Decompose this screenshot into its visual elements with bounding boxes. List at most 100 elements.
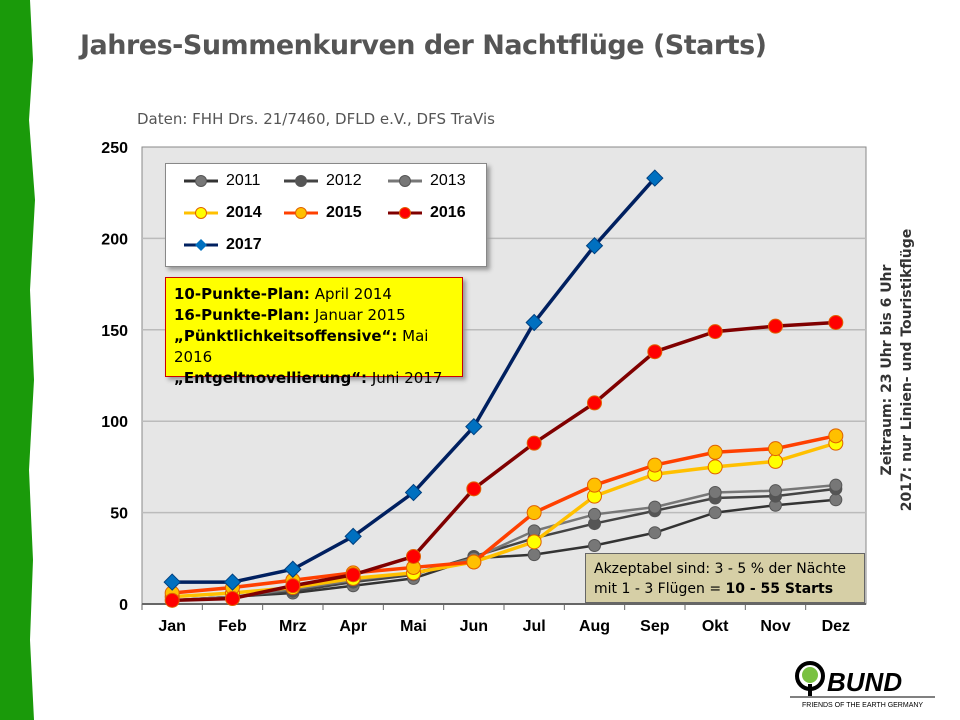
legend-label: 2011: [226, 172, 261, 189]
legend-label: 2016: [430, 204, 466, 221]
y-tick-label: 0: [119, 597, 128, 614]
x-tick-label: Feb: [218, 618, 247, 635]
data-point-2016: [285, 578, 301, 594]
chart-legend: 2011 2012 2013 2014 2015 2016 2017: [165, 163, 487, 267]
plan-item: 16-Punkte-Plan: Januar 2015: [174, 306, 406, 324]
data-point-2016: [466, 481, 482, 497]
data-point-2015: [647, 457, 663, 473]
legend-label: 2014: [226, 204, 262, 221]
legend-item: 2013: [388, 172, 466, 190]
data-point-2017: [163, 573, 181, 591]
data-point-2017: [223, 573, 242, 591]
legend-marker-icon: [388, 207, 422, 219]
legend-label: 2017: [226, 236, 262, 253]
data-point-2016: [587, 395, 602, 411]
timeframe-note: Zeitraum: 23 Uhr bis 6 Uhr 2017: nur Lini…: [879, 228, 915, 512]
legend-item: 2012: [284, 172, 362, 190]
data-point-2017: [404, 483, 423, 502]
legend-marker-icon: [184, 207, 218, 219]
y-tick-label: 150: [101, 323, 128, 340]
legend-marker-icon: [184, 239, 218, 251]
plans-box: 10-Punkte-Plan: April 2014 16-Punkte-Pla…: [165, 277, 463, 387]
x-tick-label: Apr: [339, 618, 367, 635]
data-point-2016: [345, 567, 361, 583]
data-point-2017: [284, 560, 302, 578]
data-point-2015: [828, 428, 844, 444]
x-tick-label: Mrz: [279, 618, 307, 635]
x-tick-label: Jul: [523, 618, 546, 635]
legend-label: 2015: [326, 204, 362, 221]
data-point-2016: [406, 548, 421, 564]
x-tick-label: Sep: [640, 618, 670, 635]
x-tick-label: Jun: [460, 618, 488, 635]
x-tick-label: Okt: [702, 618, 729, 635]
legend-item: 2016: [388, 204, 466, 222]
legend-marker-icon: [284, 207, 318, 219]
data-point-2011: [527, 548, 541, 562]
data-point-2016: [647, 344, 663, 360]
svg-text:BUND: BUND: [827, 667, 902, 697]
x-tick-label: Nov: [760, 618, 790, 635]
series-line-2016: [172, 320, 836, 603]
data-point-2016: [164, 592, 180, 608]
data-point-2015: [768, 441, 783, 457]
data-point-2013: [769, 484, 782, 498]
data-point-2017: [525, 313, 543, 332]
data-point-2011: [708, 506, 722, 520]
legend-item: 2014: [184, 204, 262, 222]
legend-item: 2017: [184, 236, 262, 254]
legend-label: 2012: [326, 172, 362, 189]
bund-logo: BUND FRIENDS OF THE EARTH GERMANY: [790, 661, 935, 709]
y-tick-label: 50: [110, 506, 128, 523]
plan-item: „Pünktlichkeitsoffensive“: Mai 2016: [174, 327, 429, 366]
data-point-2015: [707, 444, 723, 460]
legend-marker-icon: [284, 175, 318, 187]
data-source: Daten: FHH Drs. 21/7460, DFLD e.V., DFS …: [137, 110, 495, 128]
slide-title: Jahres-Summenkurven der Nachtflüge (Star…: [80, 30, 767, 61]
plan-item: 10-Punkte-Plan: April 2014: [174, 285, 392, 303]
data-point-2011: [829, 493, 843, 507]
data-point-2016: [768, 318, 783, 334]
series-line-2012: [172, 487, 836, 602]
legend-marker-icon: [388, 175, 422, 187]
data-point-2015: [526, 505, 542, 521]
data-point-2014: [768, 453, 783, 469]
data-point-2016: [225, 591, 240, 607]
y-tick-label: 250: [101, 140, 128, 157]
legend-marker-icon: [184, 175, 218, 187]
acceptable-note: Akzeptabel sind: 3 - 5 % der Nächte mit …: [585, 553, 865, 603]
data-point-2017: [465, 417, 483, 436]
x-tick-label: Mai: [400, 618, 427, 635]
data-point-2015: [587, 477, 602, 493]
data-point-2014: [526, 534, 542, 550]
data-point-2013: [648, 500, 662, 514]
x-tick-label: Aug: [579, 618, 610, 635]
y-tick-label: 200: [101, 231, 128, 248]
data-point-2015: [466, 554, 482, 570]
legend-item: 2015: [284, 204, 362, 222]
green-border-strip: [0, 0, 35, 720]
x-tick-label: Jan: [158, 618, 186, 635]
legend-item: 2011: [184, 172, 260, 190]
data-point-2011: [588, 539, 601, 553]
data-point-2017: [646, 169, 664, 187]
series-line-2011: [172, 498, 836, 602]
svg-text:FRIENDS OF THE EARTH GERMANY: FRIENDS OF THE EARTH GERMANY: [802, 702, 923, 709]
data-point-2016: [526, 435, 542, 451]
data-point-2016: [828, 314, 844, 330]
data-point-2017: [585, 237, 604, 255]
data-point-2014: [707, 459, 723, 475]
data-point-2011: [648, 526, 662, 540]
data-point-2017: [344, 527, 362, 546]
y-tick-label: 100: [101, 414, 128, 431]
data-point-2016: [707, 324, 723, 340]
x-tick-label: Dez: [822, 618, 850, 635]
data-point-2013: [829, 478, 843, 492]
legend-label: 2013: [430, 172, 466, 189]
data-point-2013: [708, 485, 722, 499]
plan-item: „Entgeltnovellierung“: Juni 2017: [174, 369, 443, 387]
series-line-2015: [172, 434, 837, 595]
series-line-2013: [172, 483, 836, 602]
data-point-2013: [588, 507, 601, 521]
